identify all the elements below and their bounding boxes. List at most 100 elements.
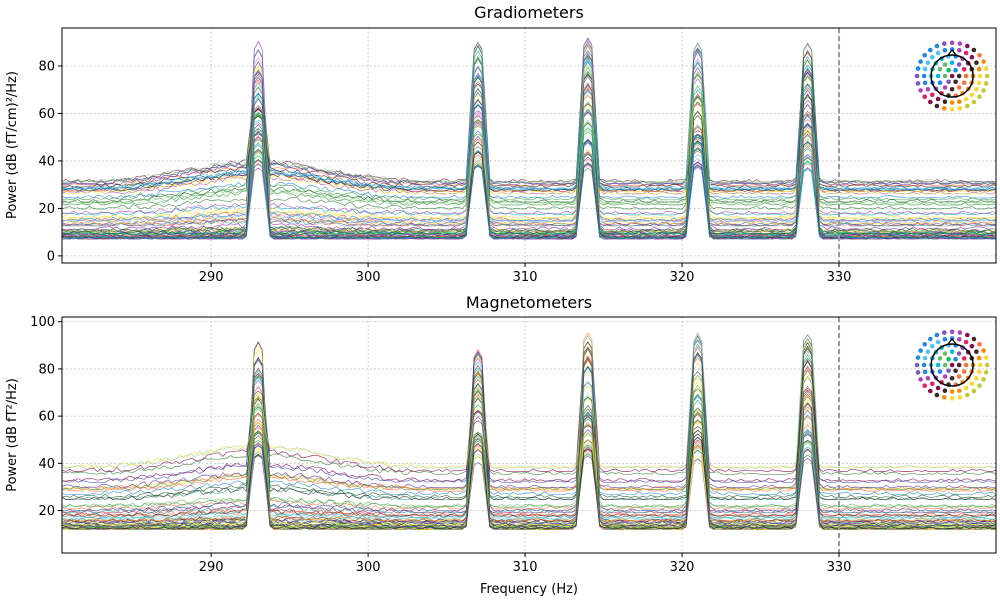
series-line: [61, 78, 997, 215]
sensor-dot: [918, 88, 923, 93]
series-line: [61, 384, 997, 528]
sensor-dot: [976, 80, 982, 86]
sensor-dot: [983, 81, 989, 86]
series-line: [61, 73, 997, 204]
sensor-dot: [922, 355, 928, 361]
sensor-dot: [957, 388, 962, 394]
series-line: [61, 339, 996, 483]
series-line: [61, 49, 997, 190]
sensor-dot: [956, 374, 962, 379]
sensor-dot: [977, 383, 982, 389]
series-line: [61, 69, 997, 199]
sensor-dot: [949, 40, 955, 46]
sensor-dot: [928, 336, 933, 342]
sensor-dot: [971, 336, 977, 342]
sensor-dot: [961, 369, 967, 374]
sensor-dot: [981, 59, 986, 64]
sensor-dot: [976, 66, 982, 72]
y-tick-label: 0: [47, 249, 55, 264]
sensor-layout-inset: [914, 40, 990, 112]
sensor-dot: [949, 107, 955, 112]
series-line: [61, 64, 997, 191]
series-line: [61, 45, 997, 206]
sensor-dot: [925, 87, 931, 92]
sensor-dot: [981, 377, 986, 382]
sensor-dot: [977, 362, 983, 368]
y-tick-label: 60: [38, 410, 55, 425]
magnetometers-ticks: 290 300 310 320 330 20 40 60 80 100: [30, 315, 851, 575]
sensor-dot: [937, 67, 943, 72]
sensor-dot: [961, 67, 967, 72]
sensor-dot: [949, 376, 955, 381]
sensor-dot: [974, 87, 979, 92]
sensor-dot: [965, 392, 970, 398]
y-tick-label: 100: [30, 315, 55, 330]
sensor-dot: [922, 94, 927, 99]
series-line: [61, 73, 996, 203]
sensor-dot: [921, 73, 927, 79]
sensor-dot: [942, 388, 948, 394]
sensor-dot: [969, 54, 975, 60]
sensor-dot: [949, 389, 955, 394]
series-line: [61, 42, 996, 232]
sensor-dot: [918, 377, 923, 382]
x-tick-label: 310: [513, 270, 538, 285]
sensor-dot: [963, 385, 969, 391]
sensor-dot: [949, 362, 955, 368]
series-line: [61, 110, 996, 226]
series-line: [61, 388, 997, 520]
sensor-dot: [928, 388, 933, 394]
sensor-dot: [956, 85, 962, 90]
series-line: [61, 43, 996, 220]
magnetometers-series: [61, 332, 997, 530]
series-line: [61, 338, 996, 489]
sensor-dot: [957, 48, 962, 53]
gradiometers-ylabel: Power (dB (fT/cm)²/Hz): [5, 71, 20, 219]
sensor-dot: [949, 73, 955, 79]
sensor-dot: [925, 376, 931, 381]
sensor-dot: [937, 356, 943, 361]
sensor-dot: [965, 332, 970, 338]
sensor-dot: [925, 349, 931, 355]
sensor-dot: [969, 92, 975, 98]
sensor-dot: [984, 73, 990, 79]
sensor-dot: [961, 356, 967, 361]
gradiometers-title: Gradiometers: [474, 3, 584, 22]
sensor-dot: [961, 80, 967, 85]
sensor-dot: [969, 381, 975, 387]
series-line: [61, 86, 996, 232]
sensor-dot: [983, 66, 989, 71]
sensor-dot: [956, 362, 962, 368]
head-outline: [930, 343, 974, 387]
sensor-dot: [974, 349, 979, 355]
sensor-dot: [977, 73, 983, 79]
sensor-dot: [918, 348, 923, 353]
series-line: [61, 42, 996, 225]
sensor-dot: [937, 369, 943, 374]
sensor-dot: [934, 392, 940, 398]
sensor-dot: [953, 356, 958, 362]
sensor-dot: [921, 362, 927, 368]
series-line: [62, 335, 997, 512]
x-tick-label: 290: [199, 560, 224, 575]
sensor-dot: [976, 355, 982, 361]
magnetometers-ylabel: Power (dB fT²/Hz): [5, 378, 20, 492]
sensor-dot: [915, 81, 921, 86]
sensor-dot: [949, 100, 955, 105]
sensor-dot: [957, 337, 962, 342]
sensor-dot: [953, 67, 958, 73]
gradiometers-grid: [62, 28, 996, 263]
y-tick-label: 80: [38, 59, 55, 74]
sensor-dot: [915, 66, 921, 71]
sensor-dot: [935, 385, 941, 391]
x-tick-label: 310: [513, 560, 538, 575]
sensor-dot: [922, 53, 927, 58]
sensor-dot: [971, 47, 977, 53]
sensor-dot: [930, 54, 935, 60]
sensor-dot: [934, 43, 940, 49]
y-tick-label: 40: [38, 154, 55, 169]
sensor-dot: [963, 96, 969, 102]
sensor-dot: [963, 73, 969, 79]
series-line: [61, 372, 997, 482]
sensor-dot: [925, 60, 931, 65]
